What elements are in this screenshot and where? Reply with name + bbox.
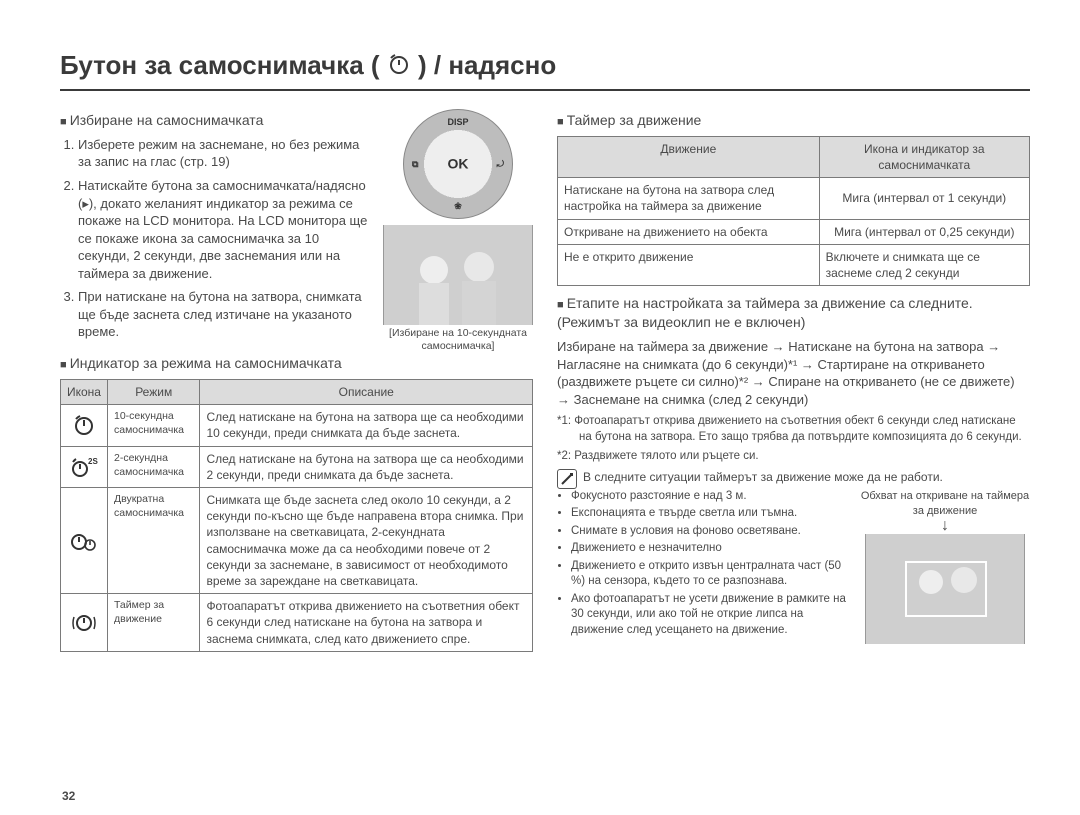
footnotes: *1: Фотоапаратът открива движението на с… xyxy=(557,414,1030,465)
title-suffix: ) / надясно xyxy=(418,50,556,80)
desc-motion: Фотоапаратът открива движението на съотв… xyxy=(200,594,533,652)
motion-r2c2: Мига (интервал от 0,25 секунди) xyxy=(819,219,1029,244)
th-desc: Описание xyxy=(200,380,533,405)
figure-caption: [Избиране на 10-секундната самоснимачка] xyxy=(383,327,533,352)
note-heading: В следните ситуации таймерът за движение… xyxy=(583,469,943,485)
table-row: Двукратна самоснимачка Снимката ще бъде … xyxy=(61,488,533,594)
page-number: 32 xyxy=(62,789,75,803)
list-item: Фокусното разстояние е над 3 м. xyxy=(571,489,850,505)
note-icon xyxy=(557,469,577,489)
range-label: Обхват на откриване на таймера за движен… xyxy=(860,489,1030,519)
th-indicator: Икона и индикатор за самоснимачката xyxy=(819,136,1029,177)
list-item: Движението е открито извън централната ч… xyxy=(571,559,850,590)
dial-right: ⤾ xyxy=(497,158,505,170)
ok-label: OK xyxy=(448,155,469,174)
mode-indicator-table: Икона Режим Описание 10-секундна самосни… xyxy=(60,379,533,652)
timer-2-icon: 2S xyxy=(61,446,108,487)
down-arrow-icon: ↓ xyxy=(860,518,1030,534)
title-prefix: Бутон за самоснимачка ( xyxy=(60,50,387,80)
th-icon: Икона xyxy=(61,380,108,405)
desc-double: Снимката ще бъде заснета след около 10 с… xyxy=(200,488,533,594)
list-item: Ако фотоапаратът не усети движение в рам… xyxy=(571,592,850,639)
mode-10s: 10-секундна самоснимачка xyxy=(107,405,199,446)
step-1: Изберете режим на заснемане, но без режи… xyxy=(78,136,373,171)
dial-left: ⧉ xyxy=(412,158,418,170)
timer-double-icon xyxy=(61,488,108,594)
desc-10s: След натискане на бутона на затвора ще с… xyxy=(200,405,533,446)
section-motion-timer: Таймер за движение xyxy=(557,111,1030,130)
th-motion: Движение xyxy=(558,136,820,177)
detection-range-photo xyxy=(865,534,1025,644)
motion-r2c1: Откриване на движението на обекта xyxy=(558,219,820,244)
right-column: Таймер за движение Движение Икона и инди… xyxy=(557,109,1030,652)
control-dial-illustration: OK DISP ⤾ ❀ ⧉ xyxy=(403,109,513,219)
motion-r3c2: Включете и снимката ще се заснеме след 2… xyxy=(819,244,1029,285)
step-2: Натискайте бутона за самоснимачката/надя… xyxy=(78,177,373,282)
table-row: Натискане на бутона на затвора след наст… xyxy=(558,178,1030,219)
motion-r1c2: Мига (интервал от 1 секунди) xyxy=(819,178,1029,219)
mode-2s: 2-секундна самоснимачка xyxy=(107,446,199,487)
svg-text:2S: 2S xyxy=(88,457,98,466)
lcd-preview-photo xyxy=(383,225,533,325)
step-3: При натискане на бутона на затвора, сним… xyxy=(78,288,373,341)
table-row: Таймер за движение Фотоапаратът открива … xyxy=(61,594,533,652)
self-timer-icon xyxy=(387,52,411,83)
motion-r1c1: Натискане на бутона на затвора след наст… xyxy=(558,178,820,219)
table-row: 2S 2-секундна самоснимачка След натискан… xyxy=(61,446,533,487)
list-item: Експонацията е твърде светла или тъмна. xyxy=(571,506,850,522)
table-row: Не е открито движениеВключете и снимката… xyxy=(558,244,1030,285)
limitation-list: Фокусното разстояние е над 3 м. Експонац… xyxy=(557,489,850,645)
illustrations: OK DISP ⤾ ❀ ⧉ [Избиране на 10-секундната… xyxy=(383,109,533,352)
footnote-1: *1: Фотоапаратът открива движението на с… xyxy=(557,414,1030,445)
section-mode-indicator: Индикатор за режима на самоснимачката xyxy=(60,354,533,373)
table-row: Откриване на движението на обектаМига (и… xyxy=(558,219,1030,244)
steps-list: Изберете режим на заснемане, но без режи… xyxy=(60,136,373,341)
page-title: Бутон за самоснимачка ( ) / надясно xyxy=(60,50,1030,91)
timer-motion-icon xyxy=(61,594,108,652)
motion-timer-table: Движение Икона и индикатор за самоснимач… xyxy=(557,136,1030,286)
dial-top: DISP xyxy=(447,116,468,128)
list-item: Движението е незначително xyxy=(571,541,850,557)
desc-2s: След натискане на бутона на затвора ще с… xyxy=(200,446,533,487)
mode-double: Двукратна самоснимачка xyxy=(107,488,199,594)
timer-10-icon xyxy=(61,405,108,446)
mode-motion: Таймер за движение xyxy=(107,594,199,652)
motion-r3c1: Не е открито движение xyxy=(558,244,820,285)
table-row: 10-секундна самоснимачка След натискане … xyxy=(61,405,533,446)
motion-flow: Избиране на таймера за движение → Натиск… xyxy=(557,338,1030,408)
left-column: Избиране на самоснимачката Изберете режи… xyxy=(60,109,533,652)
footnote-2: *2: Раздвижете тялото или ръцете си. xyxy=(557,449,1030,465)
section-motion-steps: Етапите на настройката за таймера за дви… xyxy=(557,294,1030,332)
th-mode: Режим xyxy=(107,380,199,405)
section-selecting-selftimer: Избиране на самоснимачката xyxy=(60,111,373,130)
detection-range-figure: Обхват на откриване на таймера за движен… xyxy=(860,489,1030,645)
dial-bottom: ❀ xyxy=(454,200,462,212)
list-item: Снимате в условия на фоново осветяване. xyxy=(571,524,850,540)
